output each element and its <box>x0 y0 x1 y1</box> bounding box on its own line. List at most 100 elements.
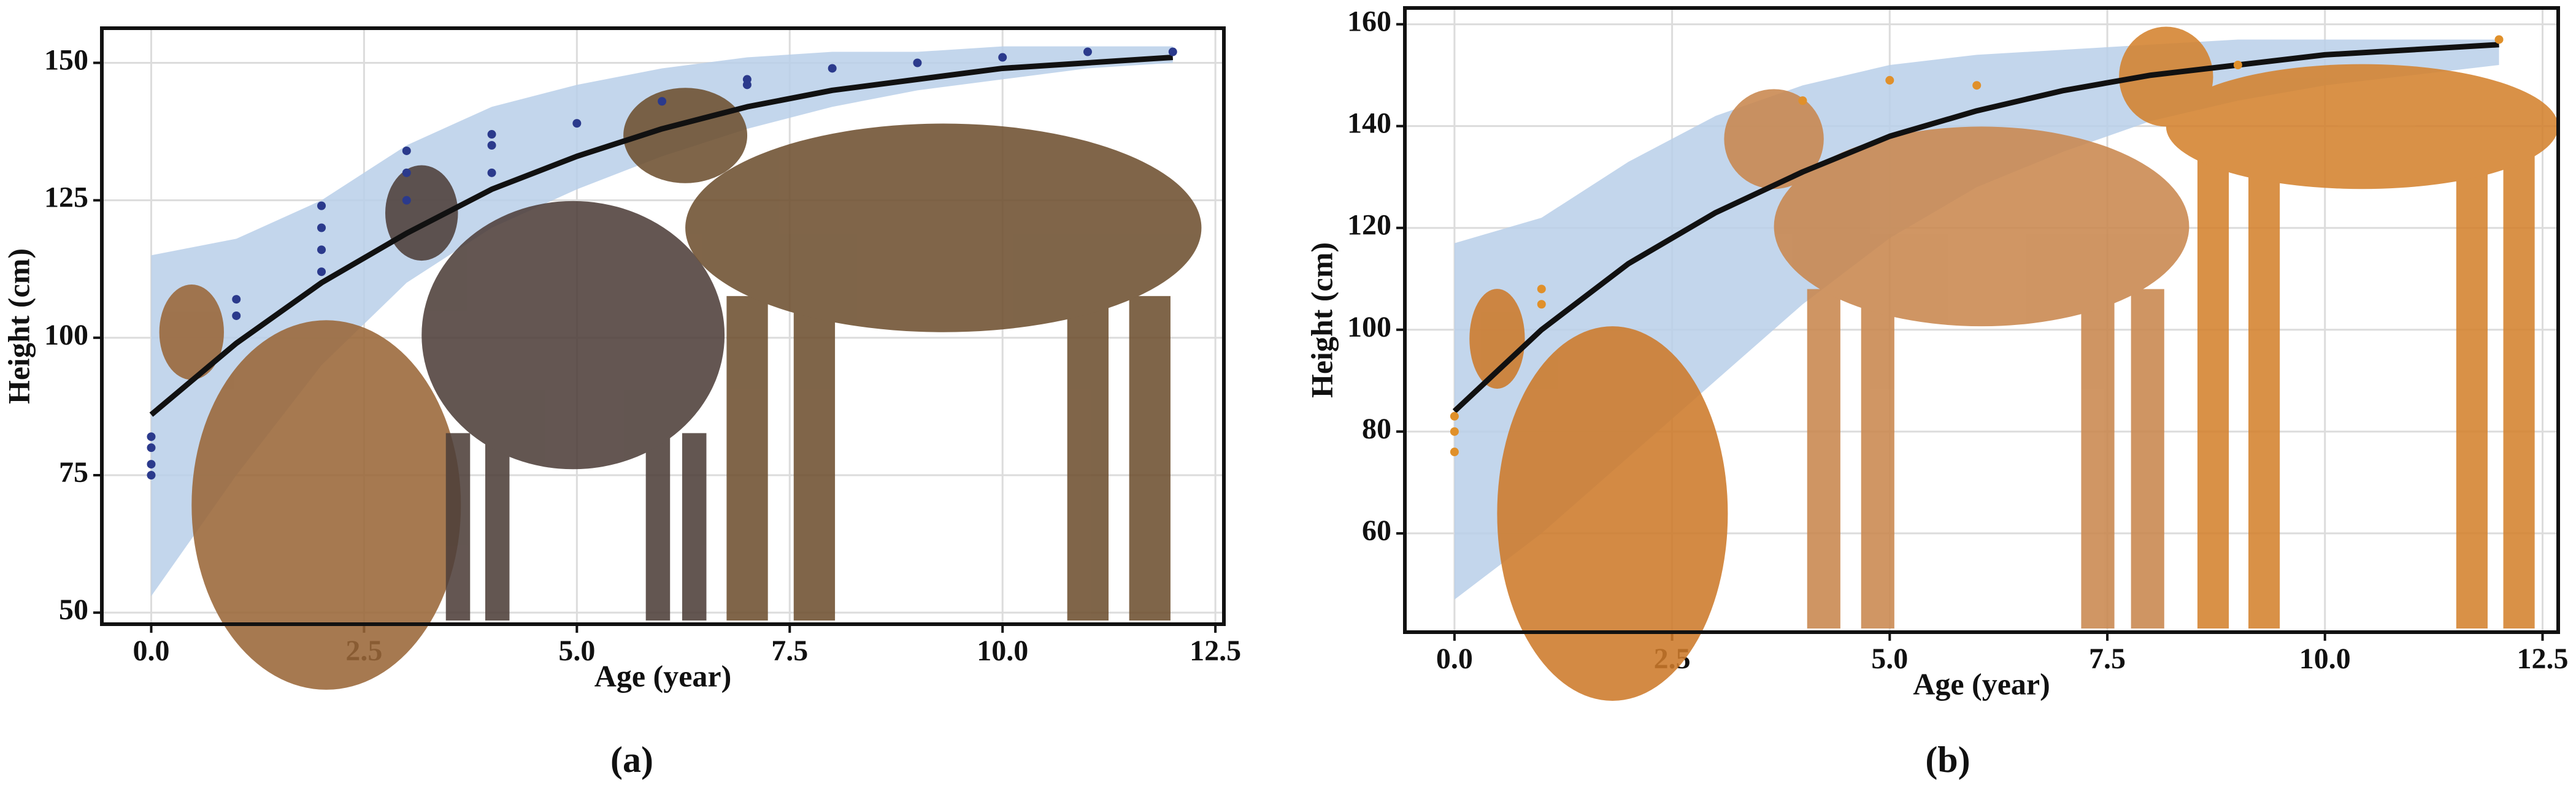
x-tick-label: 7.5 <box>2089 643 2126 675</box>
x-tick-label: 5.0 <box>558 635 595 667</box>
cattle-head <box>2119 26 2213 127</box>
cattle-leg <box>682 433 707 621</box>
data-point <box>1798 96 1807 105</box>
y-tick-label: 160 <box>1347 6 1391 38</box>
plot-frame <box>100 26 1226 626</box>
data-point <box>1972 81 1982 90</box>
data-point <box>742 75 752 84</box>
data-point <box>658 97 667 106</box>
x-axis-label: Age (year) <box>1913 666 2050 701</box>
x-tick-label: 12.5 <box>1190 635 1241 667</box>
data-point <box>487 168 496 177</box>
x-tick-label: 7.5 <box>771 635 808 667</box>
cattle-illustration <box>2119 26 2558 628</box>
data-point <box>913 58 922 67</box>
cattle-illustration <box>159 284 461 690</box>
confidence-band <box>1454 39 2499 600</box>
x-tick-label: 0.0 <box>1436 643 1473 675</box>
cattle-leg <box>793 296 836 621</box>
data-point <box>232 295 241 304</box>
data-point <box>1450 427 1459 436</box>
data-point <box>1083 47 1092 56</box>
y-tick-label: 50 <box>59 594 88 626</box>
data-point <box>402 168 411 177</box>
cattle-leg <box>2197 151 2229 628</box>
cattle-leg <box>445 433 471 621</box>
data-point <box>1450 448 1459 457</box>
y-tick-label: 80 <box>1362 413 1391 445</box>
cattle-head <box>623 88 748 183</box>
cattle-leg <box>2456 151 2488 628</box>
cattle-illustration <box>385 165 725 621</box>
growth-curve <box>1452 42 2499 413</box>
data-point <box>2233 60 2242 69</box>
cattle-body <box>1774 126 2190 327</box>
panel-caption: (a) <box>610 739 653 780</box>
data-point <box>998 53 1007 62</box>
data-point <box>1885 75 1894 85</box>
cattle-leg <box>1067 296 1109 621</box>
y-tick-label: 75 <box>59 456 88 489</box>
data-point <box>1537 285 1546 294</box>
y-tick-label: 140 <box>1347 107 1391 140</box>
y-tick-label: 60 <box>1362 514 1391 547</box>
y-tick-label: 125 <box>44 181 88 214</box>
y-tick-label: 100 <box>1347 311 1391 343</box>
cattle-body <box>1497 326 1728 701</box>
cattle-head <box>159 284 224 380</box>
y-tick-label: 150 <box>44 44 88 77</box>
data-point <box>828 64 837 73</box>
cattle-leg <box>726 296 768 621</box>
data-point <box>147 460 156 469</box>
data-point <box>487 140 496 150</box>
data-point <box>1537 300 1546 309</box>
data-point <box>572 119 582 128</box>
x-tick-label: 12.5 <box>2516 643 2568 675</box>
cattle-leg <box>2131 289 2164 629</box>
data-point <box>1450 411 1459 421</box>
cattle-leg <box>2081 289 2115 629</box>
data-point <box>317 267 326 277</box>
data-point <box>2494 35 2504 44</box>
cattle-illustration <box>623 88 1202 621</box>
x-axis-label: Age (year) <box>594 659 732 693</box>
cattle-body <box>2166 64 2558 189</box>
cattle-leg <box>1807 289 1840 629</box>
cattle-body <box>421 200 725 470</box>
cattle-illustration <box>1724 89 2190 629</box>
cattle-body <box>685 123 1202 332</box>
data-point <box>402 146 411 155</box>
y-tick-label: 100 <box>44 319 88 351</box>
plot-frame <box>1403 6 2560 634</box>
y-axis-label: Height (cm) <box>1304 242 1339 398</box>
data-point <box>317 245 326 254</box>
data-point <box>402 196 411 205</box>
data-point <box>317 223 326 232</box>
cattle-leg <box>2503 151 2535 628</box>
data-point <box>317 201 326 210</box>
data-point <box>147 443 156 453</box>
data-point <box>147 432 156 441</box>
data-point <box>1168 47 1177 56</box>
y-axis-label: Height (cm) <box>1 248 36 404</box>
y-tick-label: 120 <box>1347 209 1391 242</box>
cattle-leg <box>645 433 671 621</box>
x-tick-label: 10.0 <box>977 635 1028 667</box>
data-point <box>487 130 496 139</box>
cattle-leg <box>1861 289 1894 629</box>
cattle-head <box>1724 89 1824 189</box>
panel-caption: (b) <box>1925 739 1970 780</box>
data-point <box>147 471 156 479</box>
cattle-body <box>191 320 461 690</box>
cattle-head <box>1469 289 1525 389</box>
x-tick-label: 5.0 <box>1871 643 1908 675</box>
cattle-leg <box>485 433 510 621</box>
cattle-leg <box>1129 296 1171 621</box>
x-tick-label: 10.0 <box>2299 643 2351 675</box>
data-point <box>232 311 241 320</box>
cattle-illustration <box>1469 289 1728 701</box>
growth-curve <box>149 55 1174 417</box>
cattle-leg <box>2248 151 2280 628</box>
